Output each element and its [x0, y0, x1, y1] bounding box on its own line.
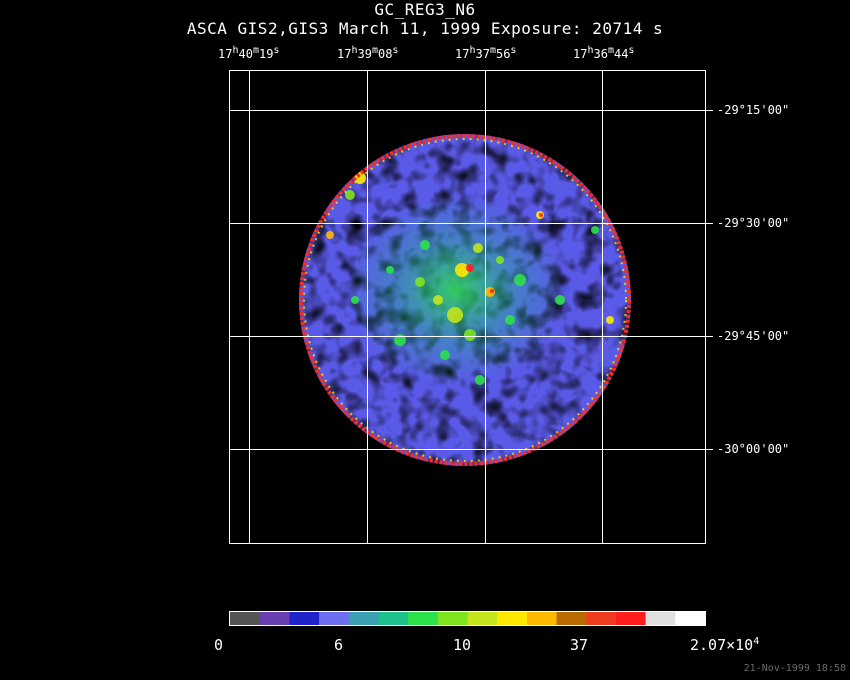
emission-knot	[433, 295, 443, 305]
image-subtitle: ASCA GIS2,GIS3 March 11, 1999 Exposure: …	[186, 19, 664, 38]
ra-label-2: 17h39m08s	[337, 45, 399, 61]
emission-knot	[555, 295, 565, 305]
colorbar-label-min: 0	[214, 636, 224, 654]
emission-knot	[351, 296, 359, 304]
emission-knot	[606, 316, 614, 324]
disk-edge	[299, 134, 631, 466]
emission-knot	[394, 334, 406, 346]
colorbar-swatch	[556, 612, 587, 625]
colorbar-swatch	[586, 612, 617, 625]
colorbar-swatch	[645, 612, 676, 625]
colorbar-swatch	[526, 612, 558, 625]
colorbar-label-3: 10	[453, 636, 472, 654]
colorbar-swatch	[259, 612, 290, 625]
coordinate-grid	[229, 70, 713, 544]
colorbar-label-max: 2.07×104	[690, 636, 760, 654]
emission-knot	[473, 243, 483, 253]
colorbar	[230, 612, 706, 625]
ra-label-4: 17h36m44s	[573, 45, 635, 61]
ra-label-1: 17h40m19s	[218, 45, 280, 61]
colorbar-swatch	[348, 612, 379, 625]
emission-knot	[415, 277, 425, 287]
dec-label-2: -29°30'00"	[717, 216, 790, 230]
colorbar-swatch	[378, 612, 409, 625]
colorbar-swatch	[319, 612, 350, 625]
emission-knot	[420, 240, 430, 250]
colorbar-swatch	[230, 612, 261, 625]
emission-knot	[455, 263, 469, 277]
colorbar-swatch	[675, 612, 706, 625]
colorbar-swatch	[467, 612, 498, 625]
timestamp: 21-Nov-1999 18:58	[743, 663, 846, 674]
emission-knot	[514, 274, 526, 286]
colorbar-swatch	[615, 612, 647, 625]
emission-knot	[490, 289, 494, 293]
emission-knot	[345, 190, 355, 200]
colorbar-swatch	[408, 612, 439, 625]
emission-knot	[591, 226, 599, 234]
ra-label-3: 17h37m56s	[455, 45, 517, 61]
colorbar-label-4: 37	[570, 636, 589, 654]
emission-knot	[464, 329, 476, 341]
emission-knot	[505, 315, 515, 325]
colorbar-label-2: 6	[334, 636, 344, 654]
emission-knot	[386, 266, 394, 274]
colorbar-swatch	[289, 612, 320, 625]
emission-knot	[475, 375, 485, 385]
dec-label-3: -29°45'00"	[717, 329, 790, 343]
dec-label-1: -29°15'00"	[717, 103, 790, 117]
emission-knot	[496, 256, 504, 264]
emission-knot	[447, 307, 463, 323]
image-title: GC_REG3_N6	[374, 0, 476, 19]
emission-knot	[539, 213, 543, 217]
emission-knot	[440, 350, 450, 360]
emission-knot	[326, 231, 334, 239]
colorbar-swatch	[437, 612, 468, 625]
emission-knot	[466, 264, 474, 272]
xray-field-disk	[299, 134, 631, 466]
dec-label-4: -30°00'00"	[717, 442, 790, 456]
colorbar-swatch	[497, 612, 528, 625]
